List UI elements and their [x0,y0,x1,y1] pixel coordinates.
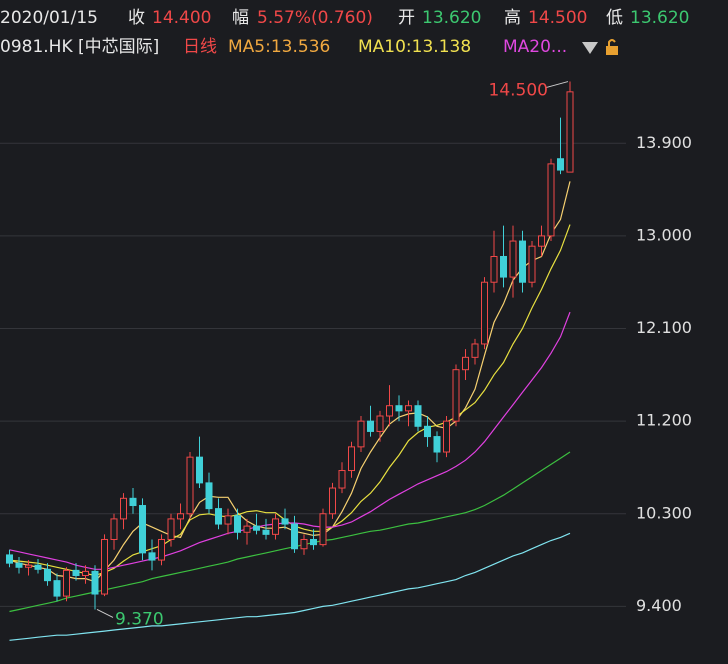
header-text: 开 [398,8,415,28]
candle-body [139,505,146,554]
header-text: 13.620 [422,8,481,28]
candle-body [167,518,175,540]
candle-body [101,538,108,595]
candles [6,81,574,610]
candle-body [367,420,374,432]
y-tick-label: 10.300 [636,503,692,522]
annotation-arrow [545,81,569,89]
candle-body [452,369,460,422]
candle-body [53,580,61,597]
header-text: 高 [504,8,521,28]
candle-body [272,518,279,535]
candle-body [557,158,564,171]
candle-body [338,470,346,489]
candle-body [148,552,156,561]
candle-body [177,513,184,520]
ma-line [9,532,571,641]
header-text: 13.620 [630,8,689,28]
legend-text: MA20... [503,37,567,57]
candle-body [6,554,13,564]
candle-body [120,497,127,520]
y-tick-label: 12.100 [636,318,692,337]
candle-body [319,513,327,546]
labels: 2020/01/15 收 14.400 幅 5.57%(0.760) 开 13.620 高 14… [0,8,692,629]
candle-body [310,538,317,546]
header-text: 低 [606,8,623,28]
candle-body [72,569,80,577]
dropdown-icon[interactable] [582,42,598,54]
lock-shackle [608,39,616,46]
candle-body [34,564,42,570]
annotation-arrow [96,609,114,618]
grid [0,142,626,607]
candle-body [253,525,260,531]
candle-body [348,446,355,472]
legend-text: MA5:13.536 [228,37,330,57]
candle-body [63,569,70,597]
annotation-label: 14.500 [489,81,548,101]
candle-body [566,91,574,173]
candle-body [462,356,469,371]
candle-body [386,405,393,417]
candle-body [481,281,488,345]
candle-body [205,482,213,510]
candle-body [357,420,365,448]
candle-body [300,538,308,550]
candle-body [509,240,517,278]
y-tick-label: 9.400 [636,596,682,615]
candle-body [234,515,241,533]
legend-text: 0981.HK [中芯国际] [0,37,159,57]
y-tick-label: 13.000 [636,225,692,244]
candle-body [281,518,289,525]
candle-body [433,436,441,453]
candle-body [110,518,118,540]
lock-body [606,46,618,55]
candle-body [500,255,507,278]
candle-body [376,415,384,432]
candle-body [186,456,194,515]
header-text: 14.500 [528,8,587,28]
candle-body [25,564,32,568]
candle-body [196,456,203,484]
header-text: 收 [128,8,145,28]
header-text: 5.57%(0.760) [257,8,373,28]
candle-body [528,245,536,283]
candle-body [547,163,555,237]
candle-body [490,255,498,283]
header-text: 2020/01/15 [0,8,98,28]
y-tick-label: 11.200 [636,411,692,430]
candle-body [471,343,479,358]
candle-body [215,508,222,525]
candle-body [224,515,232,525]
candle-body [291,523,298,550]
candle-body [424,425,431,438]
candle-body [15,562,23,568]
candle-body [243,525,251,533]
candle-body [519,240,526,283]
candle-body [262,529,270,535]
header-text: 14.400 [152,8,211,28]
y-tick-label: 13.900 [636,133,692,152]
candle-body [158,538,165,561]
annotation-label: 9.370 [115,609,164,629]
candle-body [329,487,336,515]
candle-body [82,570,89,577]
candle-body [538,235,545,247]
legend-text: 日线 [183,37,217,57]
candle-body [44,568,51,582]
header-text: 幅 [232,8,249,28]
candle-body [414,405,422,427]
candle-body [443,420,450,453]
lock-icon[interactable] [606,39,618,55]
candle-body [129,497,137,507]
candle-body [395,405,403,412]
candle-body [405,405,412,412]
legend-text: MA10:13.138 [358,37,471,57]
candle-body [91,570,99,595]
